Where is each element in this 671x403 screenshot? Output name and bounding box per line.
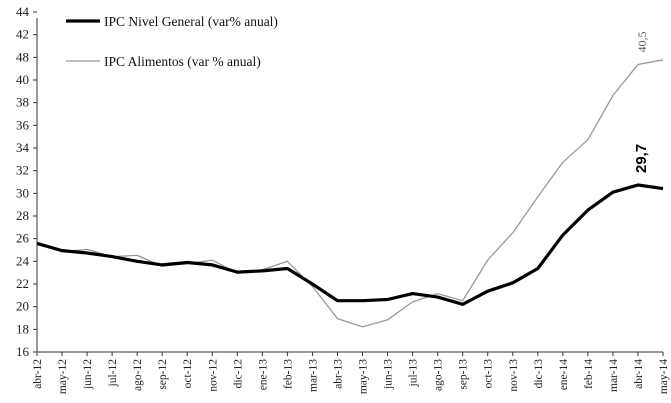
y-tick-label: 32 xyxy=(16,163,29,178)
x-tick-label: abr-14 xyxy=(633,359,645,389)
x-tick-label: abr-13 xyxy=(332,359,344,389)
x-tick-label: jul-13 xyxy=(408,359,420,388)
axes xyxy=(36,18,663,353)
y-tick-label: 26 xyxy=(16,231,30,246)
series-line-ipc-general xyxy=(36,183,664,306)
y-tick-label: 30 xyxy=(16,185,29,200)
y-tick-label: 24 xyxy=(16,253,30,268)
y-tick-label: 22 xyxy=(16,276,29,291)
value-label-ipc-general: 29,7 xyxy=(633,144,650,173)
series-lines xyxy=(36,59,664,328)
x-tick-label: feb-13 xyxy=(282,359,294,389)
x-tick-label: oct-12 xyxy=(182,359,194,389)
x-tick-label: nov-12 xyxy=(207,359,219,392)
x-axis-ticks: abr-12 may-12 jun-12 jul-12 ago-12 sep-12 oct-… xyxy=(32,352,670,394)
x-tick-label: sep-12 xyxy=(157,359,169,390)
y-tick-label: 16 xyxy=(16,344,30,359)
x-tick-label: may-12 xyxy=(57,359,69,394)
x-tick-label: ago-12 xyxy=(132,359,144,391)
x-tick-label: oct-13 xyxy=(483,359,495,389)
legend-label: IPC Alimentos (var % anual) xyxy=(104,54,261,69)
legend-label: IPC Nivel General (var% anual) xyxy=(104,14,278,29)
y-tick-label: 36 xyxy=(16,117,30,132)
value-label-ipc-alimentos: 40,5 xyxy=(635,32,649,53)
x-tick-label: nov-13 xyxy=(508,359,520,392)
x-tick-label: ene-13 xyxy=(257,359,269,391)
y-tick-label: 38 xyxy=(16,95,29,110)
y-tick-label: 40 xyxy=(16,72,29,87)
x-tick-label: jun-12 xyxy=(82,359,94,390)
x-tick-label: dic-12 xyxy=(232,359,244,389)
x-tick-label: ene-14 xyxy=(558,359,570,391)
x-tick-label: mar-13 xyxy=(307,359,319,392)
y-tick-label: 48 xyxy=(16,49,29,64)
y-tick-label: 28 xyxy=(16,208,29,223)
y-tick-label: 20 xyxy=(16,299,29,314)
legend: IPC Nivel General (var% anual) IPC Alimen… xyxy=(66,14,278,69)
y-tick-label: 34 xyxy=(16,140,30,155)
x-tick-label: jun-13 xyxy=(383,359,395,390)
annotations: 29,7 40,5 xyxy=(633,32,650,173)
y-tick-label: 18 xyxy=(16,321,29,336)
x-tick-label: mar-14 xyxy=(608,359,620,392)
x-tick-label: ago-13 xyxy=(433,359,445,391)
y-tick-label: 44 xyxy=(16,4,30,19)
x-tick-label: dic-13 xyxy=(533,359,545,389)
x-tick-label: feb-14 xyxy=(583,359,595,389)
x-tick-label: sep-13 xyxy=(458,359,470,390)
x-tick-label: may-14 xyxy=(658,359,670,394)
series-line-ipc-alimentos xyxy=(36,59,664,328)
x-tick-label: abr-12 xyxy=(32,359,44,389)
x-tick-label: may-13 xyxy=(358,359,370,394)
y-tick-label: 42 xyxy=(16,27,29,42)
y-axis-ticks: 16 18 20 22 24 26 28 30 32 34 36 38 40 48 42 44 xyxy=(16,4,37,359)
x-tick-label: jul-12 xyxy=(107,359,119,388)
